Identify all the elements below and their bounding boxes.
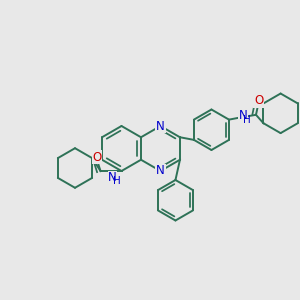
Text: H: H: [243, 115, 251, 124]
Text: N: N: [239, 109, 248, 122]
Text: O: O: [92, 151, 101, 164]
Text: O: O: [254, 94, 263, 107]
Text: N: N: [156, 164, 165, 178]
Text: H: H: [112, 176, 120, 186]
Text: N: N: [108, 171, 117, 184]
Text: N: N: [156, 119, 165, 133]
